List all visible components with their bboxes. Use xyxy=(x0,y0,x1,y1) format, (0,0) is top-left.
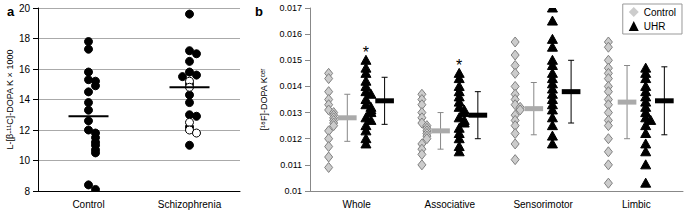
svg-text:*: * xyxy=(456,57,462,74)
svg-text:0.016: 0.016 xyxy=(279,29,302,39)
svg-text:18: 18 xyxy=(19,33,31,44)
svg-text:0.012: 0.012 xyxy=(279,134,302,144)
svg-text:L-[β-¹¹C]-DOPA K × 1000: L-[β-¹¹C]-DOPA K × 1000 xyxy=(5,50,15,150)
svg-text:UHR: UHR xyxy=(644,21,666,32)
svg-text:0.013: 0.013 xyxy=(279,108,302,118)
svg-text:Sensorimotor: Sensorimotor xyxy=(513,199,573,210)
svg-text:12: 12 xyxy=(19,125,31,136)
svg-text:[¹⁸F]-DOPA Kᶜᵉʳ: [¹⁸F]-DOPA Kᶜᵉʳ xyxy=(259,69,269,131)
svg-text:14: 14 xyxy=(19,94,31,105)
svg-text:Control: Control xyxy=(644,7,676,18)
svg-text:0.015: 0.015 xyxy=(279,55,302,65)
svg-text:8: 8 xyxy=(24,186,30,197)
svg-text:Schizophrenia: Schizophrenia xyxy=(158,199,222,210)
svg-text:Whole: Whole xyxy=(342,199,371,210)
svg-text:16: 16 xyxy=(19,64,31,75)
svg-text:*: * xyxy=(363,44,369,61)
svg-text:b: b xyxy=(255,4,263,19)
svg-text:0.01: 0.01 xyxy=(284,186,302,196)
svg-text:0.017: 0.017 xyxy=(279,3,302,13)
svg-text:0.011: 0.011 xyxy=(280,160,302,170)
svg-text:0.014: 0.014 xyxy=(279,81,302,91)
svg-text:Control: Control xyxy=(72,199,104,210)
svg-text:Limbic: Limbic xyxy=(622,199,651,210)
svg-text:10: 10 xyxy=(19,155,31,166)
svg-text:20: 20 xyxy=(19,3,31,14)
svg-text:a: a xyxy=(7,4,15,19)
svg-text:Associative: Associative xyxy=(425,199,476,210)
